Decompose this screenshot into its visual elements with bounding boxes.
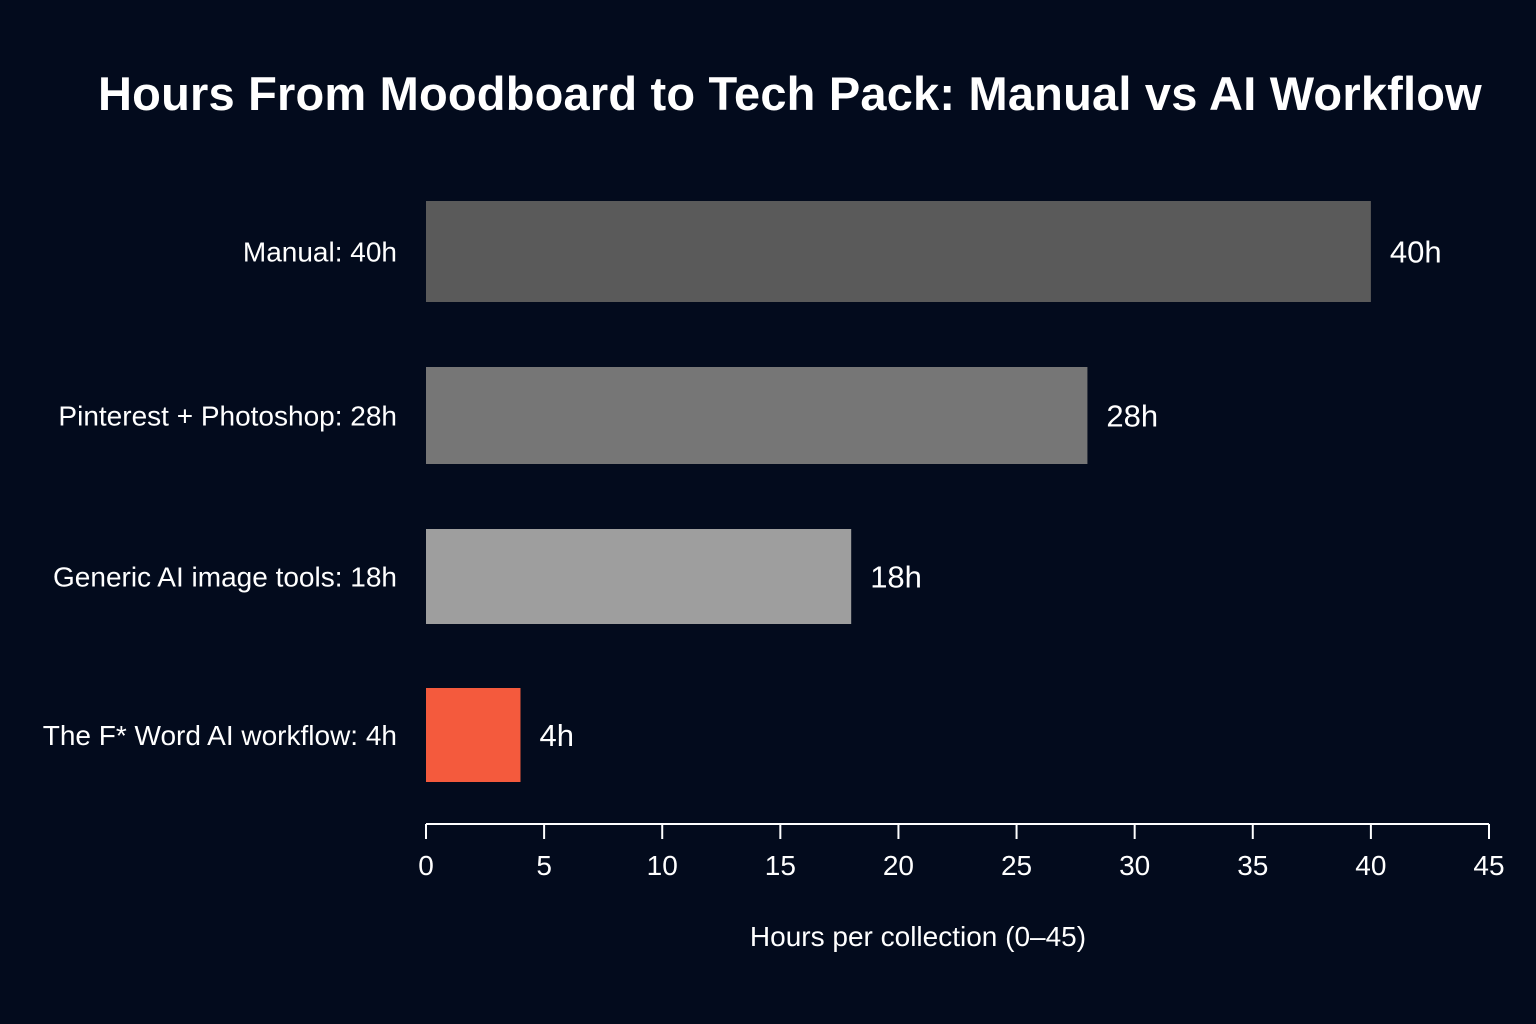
x-tick-label-7: 35 [1237, 850, 1268, 881]
x-tick-label-1: 5 [536, 850, 552, 881]
x-tick-label-3: 15 [765, 850, 796, 881]
x-tick-label-2: 10 [647, 850, 678, 881]
x-axis: 0 5 10 15 20 25 30 35 40 45 Hours per collection (… [418, 823, 1505, 952]
category-labels-layer: Manual: 40h Pinterest + Photoshop: 28h Gen… [43, 237, 397, 752]
bar-0 [426, 201, 1371, 302]
x-tick-label-0: 0 [418, 850, 434, 881]
chart-title: Hours From Moodboard to Tech Pack: Manua… [98, 67, 1482, 120]
bar-2 [426, 529, 852, 624]
bar-3 [426, 688, 521, 782]
value-label-1: 28h [1106, 399, 1158, 434]
x-axis-title: Hours per collection (0–45) [750, 921, 1086, 952]
x-tick-label-5: 25 [1001, 850, 1032, 881]
value-label-0: 40h [1390, 235, 1442, 270]
category-label-0: Manual: 40h [243, 237, 397, 268]
bars-layer [426, 201, 1371, 782]
value-label-2: 18h [870, 560, 922, 595]
bar-1 [426, 367, 1088, 464]
value-labels-layer: 40h 28h 18h 4h [539, 235, 1441, 754]
x-tick-label-6: 30 [1119, 850, 1150, 881]
x-tick-label-9: 45 [1473, 850, 1504, 881]
x-tick-label-4: 20 [883, 850, 914, 881]
category-label-1: Pinterest + Photoshop: 28h [58, 401, 397, 432]
value-label-3: 4h [539, 718, 573, 753]
category-label-3: The F* Word AI workflow: 4h [43, 720, 397, 751]
category-label-2: Generic AI image tools: 18h [53, 562, 397, 593]
x-tick-label-8: 40 [1355, 850, 1386, 881]
